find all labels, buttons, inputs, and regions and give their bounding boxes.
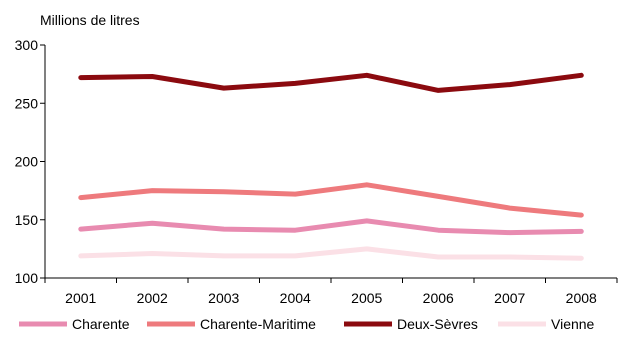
y-tick-label: 100 (15, 270, 39, 286)
y-tick-label: 300 (15, 37, 39, 53)
y-tick-label: 250 (15, 95, 39, 111)
x-tick-label: 2003 (208, 290, 239, 306)
x-tick-label: 2008 (566, 290, 597, 306)
x-tick-label: 2007 (494, 290, 525, 306)
legend-label-deux-s-vres: Deux-Sèvres (397, 316, 478, 332)
x-tick-label: 2001 (65, 290, 96, 306)
y-axis-title: Millions de litres (40, 12, 140, 28)
y-tick-label: 150 (15, 212, 39, 228)
series-line-vienne (78, 246, 584, 261)
x-tick-label: 2002 (137, 290, 168, 306)
legend-label-vienne: Vienne (551, 316, 595, 332)
legend: Charente Charente-Maritime Deux-Sèvres Vien… (19, 316, 595, 332)
x-tick-labels: 2001 2002 2003 2004 2005 2006 2007 2008 (65, 290, 597, 306)
legend-label-charente-maritime: Charente-Maritime (200, 316, 316, 332)
series-lines (78, 72, 584, 261)
x-tick-label: 2004 (280, 290, 311, 306)
axes (40, 44, 618, 283)
series-line-charente (78, 218, 584, 236)
y-tick-label: 200 (15, 154, 39, 170)
legend-label-charente: Charente (72, 316, 130, 332)
y-tick-labels: 100 150 200 250 300 (15, 37, 39, 286)
series-line-charente-maritime (78, 182, 584, 218)
series-line-deux-s-vres (78, 72, 584, 93)
x-tick-label: 2005 (351, 290, 382, 306)
x-tick-label: 2006 (423, 290, 454, 306)
